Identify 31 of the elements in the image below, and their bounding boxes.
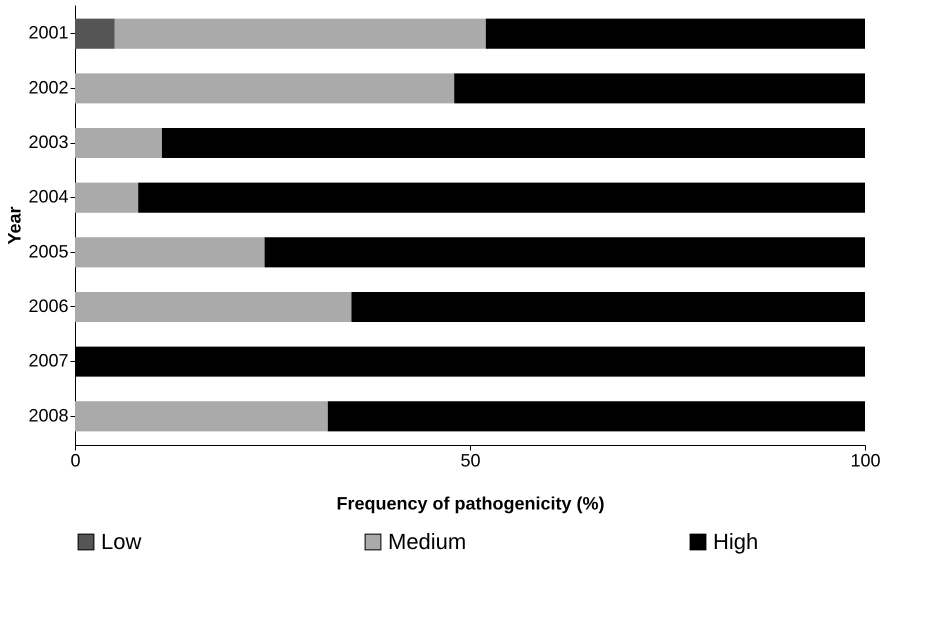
bar bbox=[75, 73, 454, 104]
bar bbox=[75, 292, 352, 322]
bar bbox=[328, 401, 865, 432]
bar bbox=[114, 18, 486, 49]
y-tick-label: 2002 bbox=[28, 77, 68, 98]
y-tick-label: 2003 bbox=[28, 132, 68, 152]
bar bbox=[138, 182, 865, 213]
y-tick-label: 2001 bbox=[28, 22, 68, 43]
legend-label: Medium bbox=[388, 529, 466, 554]
bar bbox=[486, 18, 865, 49]
bar bbox=[454, 73, 865, 104]
x-axis-title: Frequency of pathogenicity (%) bbox=[336, 494, 605, 514]
bar bbox=[352, 292, 865, 322]
x-tick-label: 100 bbox=[850, 450, 881, 470]
y-tick-label: 2006 bbox=[28, 296, 68, 316]
legend-label: High bbox=[713, 529, 758, 554]
legend-label: Low bbox=[101, 529, 142, 554]
bar bbox=[75, 18, 114, 49]
y-tick-label: 2004 bbox=[28, 186, 68, 207]
bar bbox=[75, 182, 138, 213]
x-tick-label: 50 bbox=[460, 450, 481, 470]
x-tick-label: 0 bbox=[70, 450, 81, 470]
bar bbox=[75, 128, 162, 158]
y-axis-title: Year bbox=[4, 206, 24, 245]
y-tick-label: 2005 bbox=[28, 241, 68, 262]
bar bbox=[162, 128, 865, 158]
bar bbox=[264, 237, 865, 268]
y-tick-label: 2008 bbox=[28, 405, 68, 426]
bar bbox=[75, 401, 328, 432]
bar bbox=[75, 237, 265, 268]
y-tick-label: 2007 bbox=[28, 350, 68, 371]
